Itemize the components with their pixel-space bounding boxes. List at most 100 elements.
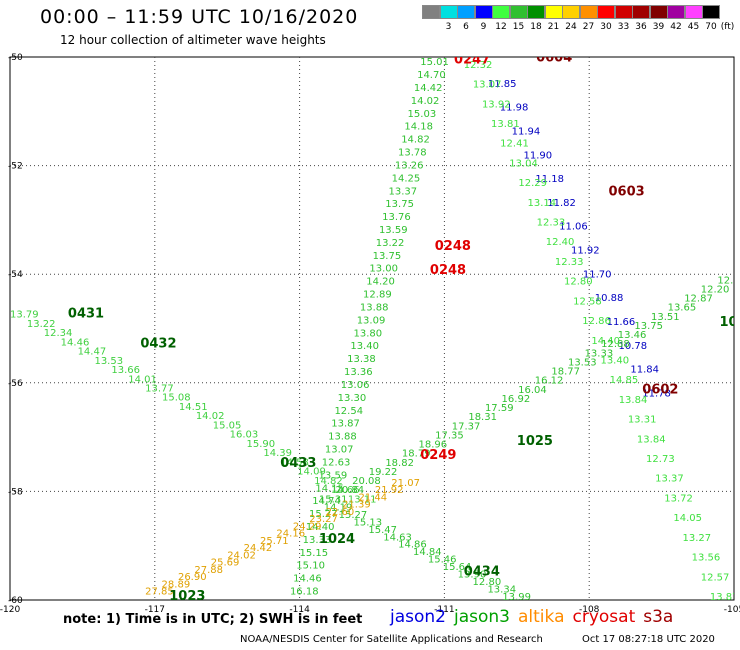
swh-value: 12.80 [564,277,593,288]
swh-value: 27.88 [194,565,223,576]
swh-value: 14.82 [314,476,343,487]
swh-value: 11.66 [607,317,636,328]
swh-value: 16.18 [290,587,319,598]
swh-value: 13.88 [360,302,389,313]
lat-tick-label: -54 [8,270,23,280]
swh-value: 13.75 [634,321,663,332]
colorbar-label: 30 [600,22,612,32]
colorbar-swatch [667,5,685,19]
colorbar-label: 9 [480,22,487,32]
swh-value: 28.89 [162,579,191,590]
pass-time-label: 0603 [609,184,645,199]
colorbar-swatch [702,5,720,19]
swh-value: 13.84 [619,395,648,406]
swh-value: 13.72 [664,493,693,504]
legend-s3a: s3a [643,607,674,627]
swh-value: 14.46 [293,574,322,585]
colorbar-swatch [439,5,458,19]
swh-value: 12.27 [717,275,740,286]
lon-tick-label: -105 [724,605,740,615]
colorbar-label: 45 [687,22,700,32]
swh-value: 11.70 [583,269,612,280]
swh-value: 12.63 [322,457,351,468]
lat-tick-label: -50 [8,53,23,63]
swh-value: 15.05 [213,420,242,431]
swh-value: 11.78 [642,388,671,399]
generation-timestamp: Oct 17 08:27:18 UTC 2020 [582,634,715,645]
swh-value: 14.58 [280,457,309,468]
swh-value: 13.80 [354,328,383,339]
swh-value: 15.01 [420,57,449,68]
swh-value: 13.07 [325,445,354,456]
lon-tick-label: -108 [579,605,600,615]
swh-value: 13.51 [651,312,680,323]
swh-value: 13.40 [600,355,629,366]
swh-value: 14.47 [78,347,107,358]
colorbar-swatch [422,5,440,19]
swh-value: 13.30 [338,393,367,404]
pass-time-label: 0249 [420,448,456,463]
swh-value: 12.41 [500,139,529,150]
swh-value: 14.51 [179,402,208,413]
swh-value: 13.04 [509,158,538,169]
swh-value: 13.00 [369,264,398,275]
swh-value: 14.74 [312,496,341,507]
pass-time-label: 0248 [435,239,471,254]
colorbar-swatch [509,5,528,19]
swh-value: 14.66 [331,485,360,496]
lat-tick-label: -56 [8,379,23,389]
swh-value: 14.15 [315,483,344,494]
swh-value: 14.46 [61,337,90,348]
swh-value: 13.75 [385,199,414,210]
swh-value: 13.84 [637,434,666,445]
swh-value: 17.35 [435,430,464,441]
swh-value: 12.73 [646,454,675,465]
swh-value: 13.87 [331,419,360,430]
swh-value: 13.88 [328,432,357,443]
swh-value: 13.26 [395,160,424,171]
colorbar-swatch [579,5,598,19]
swh-value: 15.90 [247,439,276,450]
swh-value: 13.06 [341,380,370,391]
colorbar-label: 27 [582,22,595,32]
swh-value: 13.87 [710,592,739,603]
swh-value: 14.40 [591,336,620,347]
colorbar-label: 42 [670,22,682,32]
swh-value: 13.78 [398,148,427,159]
swh-value: 11.06 [559,222,588,233]
colorbar-label: 12 [495,22,507,32]
colorbar-label: 6 [463,22,469,32]
swh-value: 14.40 [306,522,335,533]
swh-value: 21.39 [342,500,371,511]
lat-tick-label: -58 [8,487,23,497]
swh-value: 12.33 [537,218,566,229]
colorbar-swatch [492,5,510,19]
swh-value: 14.63 [383,532,412,543]
swh-value: 18.77 [551,367,580,378]
colorbar-swatch [597,5,615,19]
track-layer: 15.01 14.70 14.42 14.02 15.03 14.18 14.82 13.78… [10,57,740,603]
colorbar-swatch [562,5,580,19]
swh-value: 13.07 [473,80,502,91]
swh-value: 14.39 [263,448,292,459]
swh-value: 13.66 [111,365,140,376]
lon-tick-label: -117 [145,605,165,615]
swh-value: 13.65 [668,303,697,314]
swh-value: 14.84 [413,547,442,558]
swh-value: 13.38 [347,354,376,365]
swh-value: 24.29 [293,521,322,532]
swh-value: 11.84 [630,365,659,376]
swh-value: 11.18 [535,174,564,185]
pass-time-label: 0434 [464,565,500,580]
swh-value: 14.85 [610,375,639,386]
swh-value: 14.19 [324,502,353,513]
swh-value: 18.96 [419,440,448,451]
pass-time-label: 0433 [280,456,316,471]
swh-value: 14.86 [398,540,427,551]
swh-value: 13.07 [734,266,740,277]
swh-value: 15.47 [368,525,397,536]
swh-value: 16.03 [230,430,259,441]
swh-value: 21.07 [391,478,420,489]
pass-time-label: 0602 [642,383,678,398]
